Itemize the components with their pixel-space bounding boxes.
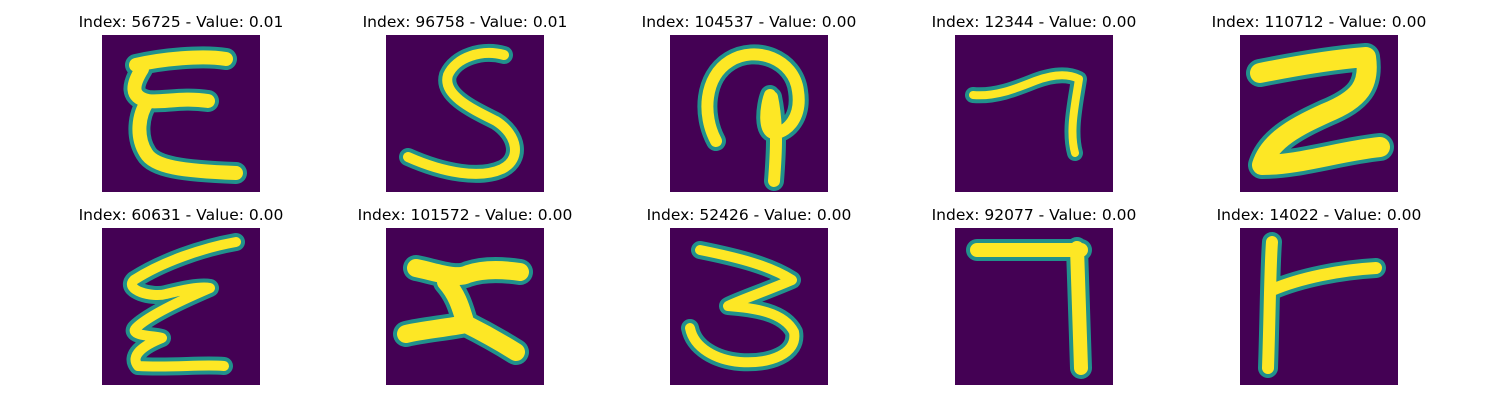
digit-image bbox=[955, 35, 1113, 192]
panel-title: Index: 92077 - Value: 0.00 bbox=[931, 206, 1137, 224]
panel-title: Index: 104537 - Value: 0.00 bbox=[641, 13, 857, 31]
digit-image bbox=[955, 228, 1113, 385]
panel-5: Index: 110712 - Value: 0.00 bbox=[1199, 12, 1439, 197]
digit-image bbox=[102, 228, 260, 385]
panel-title: Index: 96758 - Value: 0.01 bbox=[362, 13, 568, 31]
digit-image bbox=[386, 228, 544, 385]
panel-1: Index: 56725 - Value: 0.01 bbox=[61, 12, 301, 197]
panel-title: Index: 12344 - Value: 0.00 bbox=[931, 13, 1137, 31]
digit-image bbox=[1240, 228, 1398, 385]
panel-title: Index: 52426 - Value: 0.00 bbox=[646, 206, 852, 224]
panel-3: Index: 104537 - Value: 0.00 bbox=[629, 12, 869, 197]
digit-image bbox=[1240, 35, 1398, 192]
panel-title: Index: 14022 - Value: 0.00 bbox=[1216, 206, 1422, 224]
digit-image bbox=[670, 228, 828, 385]
panel-title: Index: 101572 - Value: 0.00 bbox=[357, 206, 573, 224]
digit-image bbox=[670, 35, 828, 192]
digit-image bbox=[102, 35, 260, 192]
panel-8: Index: 52426 - Value: 0.00 bbox=[629, 205, 869, 390]
digit-image bbox=[386, 35, 544, 192]
panel-title: Index: 60631 - Value: 0.00 bbox=[78, 206, 284, 224]
panel-4: Index: 12344 - Value: 0.00 bbox=[914, 12, 1154, 197]
panel-7: Index: 101572 - Value: 0.00 bbox=[345, 205, 585, 390]
panel-10: Index: 14022 - Value: 0.00 bbox=[1199, 205, 1439, 390]
panel-9: Index: 92077 - Value: 0.00 bbox=[914, 205, 1154, 390]
panel-title: Index: 110712 - Value: 0.00 bbox=[1211, 13, 1427, 31]
panel-6: Index: 60631 - Value: 0.00 bbox=[61, 205, 301, 390]
panel-2: Index: 96758 - Value: 0.01 bbox=[345, 12, 585, 197]
panel-title: Index: 56725 - Value: 0.01 bbox=[78, 13, 284, 31]
